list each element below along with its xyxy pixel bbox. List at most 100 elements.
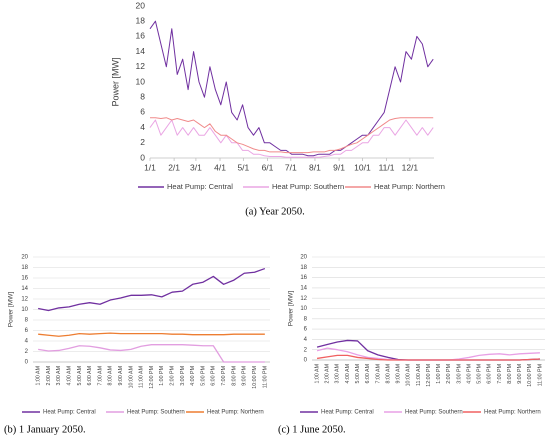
x-tick-label: 9:00 AM [396, 364, 402, 383]
x-tick-label: 1:00 AM [314, 364, 320, 383]
x-tick-label: 9:00 AM [118, 366, 124, 385]
x-tick-label: 6:00 PM [211, 366, 217, 386]
x-tick-label: 3:00 AM [335, 364, 341, 383]
x-tick-label: 2/1 [168, 162, 180, 172]
y-tick-label: 20 [21, 255, 28, 261]
y-tick-label: 14 [136, 46, 146, 56]
x-tick-label: 9:00 PM [517, 364, 523, 384]
x-tick-label: 4:00 AM [66, 366, 72, 385]
x-tick-label: 9/1 [333, 162, 345, 172]
x-tick-label: 5:00 PM [200, 366, 206, 386]
x-tick-label: 10:00 PM [527, 364, 533, 387]
x-tick-label: 3:00 AM [56, 366, 62, 385]
x-tick-label: 11:00 AM [416, 364, 422, 386]
y-tick-label: 8 [304, 316, 308, 322]
y-axis-label: Power [MW] [8, 292, 15, 328]
x-tick-label: 3:00 PM [180, 366, 186, 386]
legend-label: Heat Pump: Southern [272, 182, 344, 191]
y-tick-label: 18 [21, 265, 28, 271]
y-tick-label: 6 [304, 327, 308, 333]
legend-label: Heat Pump: Northern [484, 410, 541, 416]
y-tick-label: 18 [136, 15, 146, 25]
caption: (b) 1 January 2050. [4, 424, 86, 435]
y-tick-label: 2 [304, 347, 308, 353]
y-tick-label: 2 [25, 349, 29, 355]
x-tick-label: 6:00 AM [87, 366, 93, 385]
x-tick-label: 5:00 PM [477, 364, 483, 384]
x-tick-label: 5:00 AM [355, 364, 361, 383]
x-tick-label: 10/1 [354, 162, 371, 172]
legend-label: Heat Pump: Southern [127, 410, 185, 416]
y-tick-label: 16 [136, 31, 146, 41]
legend-label: Heat Pump: Central [167, 182, 233, 191]
x-tick-label: 2:00 AM [325, 364, 331, 383]
x-tick-label: 11:00 AM [139, 366, 145, 388]
x-tick-label: 3/1 [190, 162, 202, 172]
x-tick-label: 6/1 [262, 162, 274, 172]
y-tick-label: 0 [25, 360, 29, 366]
y-tick-label: 12 [21, 297, 28, 303]
x-tick-label: 11:00 PM [262, 366, 268, 388]
x-tick-label: 11/1 [379, 162, 395, 172]
x-tick-label: 1:00 PM [159, 366, 165, 386]
x-tick-label: 5/1 [237, 162, 249, 172]
y-tick-label: 14 [21, 286, 28, 292]
x-tick-label: 4/1 [214, 162, 226, 172]
x-tick-label: 9:00 PM [242, 366, 248, 386]
x-tick-label: 8:00 AM [108, 366, 114, 385]
x-tick-label: 7:00 AM [375, 364, 381, 383]
legend-label: Heat Pump: Central [43, 410, 96, 416]
data-line [38, 267, 266, 312]
y-tick-label: 20 [300, 255, 307, 261]
data-line [316, 354, 540, 361]
legend-label: Heat Pump: Northern [374, 182, 445, 191]
x-tick-label: 1:00 AM [36, 366, 42, 385]
data-line [150, 117, 434, 154]
x-tick-label: 12:00 PM [149, 366, 155, 389]
x-tick-label: 6:00 AM [365, 364, 371, 383]
y-tick-label: 4 [140, 122, 145, 132]
y-tick-label: 4 [304, 337, 308, 343]
x-tick-label: 4:00 AM [345, 364, 351, 383]
y-tick-label: 12 [300, 296, 307, 302]
y-tick-label: 16 [300, 275, 307, 281]
x-tick-label: 7:00 PM [497, 364, 503, 384]
x-tick-label: 11:00 PM [537, 364, 543, 386]
y-tick-label: 10 [21, 307, 28, 313]
x-tick-label: 5:00 AM [77, 366, 83, 385]
y-tick-label: 14 [300, 285, 307, 291]
legend-label: Heat Pump: Central [321, 410, 374, 416]
x-tick-label: 3:00 PM [456, 364, 462, 384]
data-line [316, 339, 540, 361]
y-tick-label: 0 [140, 152, 145, 162]
x-tick-label: 4:00 PM [466, 364, 472, 384]
x-tick-label: 4:00 PM [190, 366, 196, 386]
x-tick-label: 7:00 AM [97, 366, 103, 385]
legend-label: Heat Pump: Northern [207, 410, 264, 416]
y-tick-label: 6 [140, 107, 145, 117]
data-line [38, 332, 265, 337]
caption: (a) Year 2050. [245, 206, 305, 217]
x-tick-label: 12:00 PM [426, 364, 432, 387]
x-tick-label: 2:00 PM [446, 364, 452, 384]
y-tick-label: 20 [136, 0, 146, 10]
data-line [149, 119, 434, 158]
y-tick-label: 8 [140, 91, 145, 101]
x-tick-label: 10:00 PM [252, 366, 258, 389]
x-tick-label: 1/1 [144, 162, 156, 172]
legend-label: Heat Pump: Southern [405, 410, 463, 416]
y-tick-label: 0 [304, 358, 308, 364]
x-tick-label: 10:00 AM [406, 364, 412, 386]
x-tick-label: 7:00 PM [221, 366, 227, 386]
x-tick-label: 2:00 AM [46, 366, 52, 385]
y-tick-label: 8 [25, 318, 29, 324]
y-tick-label: 12 [136, 61, 146, 71]
data-line [38, 344, 265, 363]
y-tick-label: 18 [300, 265, 307, 271]
x-tick-label: 8:00 PM [507, 364, 513, 384]
caption: (c) 1 June 2050. [278, 424, 346, 435]
x-tick-label: 10:00 AM [128, 366, 134, 388]
x-tick-label: 2:00 PM [170, 366, 176, 386]
